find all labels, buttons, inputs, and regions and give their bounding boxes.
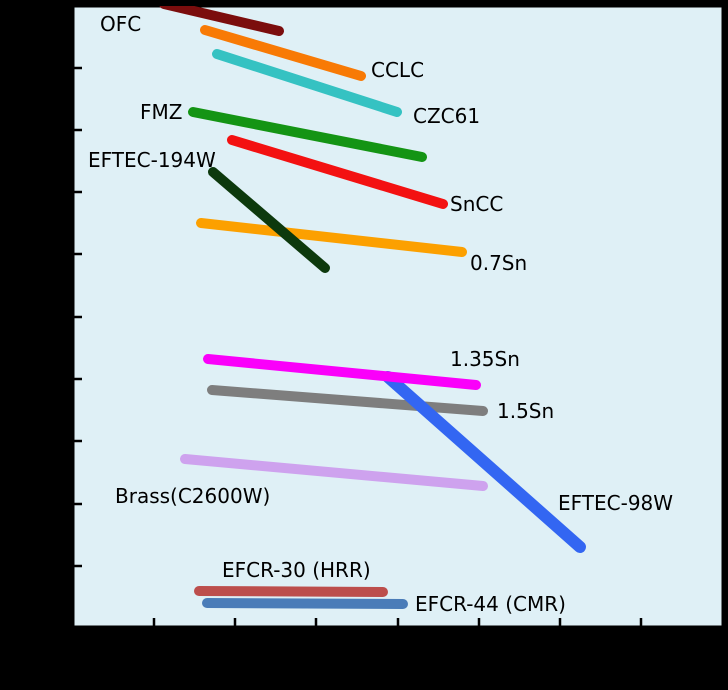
label-eftec194w: EFTEC-194W [88,148,216,172]
label-sncc: SnCC [450,192,503,216]
label-fmz: FMZ [140,100,182,124]
segment-fmz [188,107,427,162]
segment-sn07 [196,218,467,257]
segment-eftec98w [382,371,586,553]
label-ofc: OFC [100,12,141,36]
segment-ofc [159,6,284,36]
segment-czc61 [212,49,402,117]
segment-efcr44 [202,598,408,609]
label-sn15: 1.5Sn [497,399,554,423]
label-efcr30: EFCR-30 (HRR) [222,558,371,582]
label-eftec98w: EFTEC-98W [558,491,673,515]
segment-sn15 [207,385,488,416]
series-labels: OFC CCLC CZC61 FMZ SnCC 0.7Sn EFTEC-194W 1.5Sn B… [88,12,673,616]
segment-cclc [200,25,366,81]
axis-ticks [71,66,643,629]
segment-sncc [227,135,448,209]
label-cclc: CCLC [371,58,424,82]
label-sn07: 0.7Sn [470,251,527,275]
segment-efcr30 [194,586,388,597]
series-segments [159,6,586,609]
label-sn135: 1.35Sn [450,347,520,371]
label-brass: Brass(C2600W) [115,484,270,508]
segment-eftec194w [208,167,330,273]
segment-brass [180,454,488,491]
label-efcr44: EFCR-44 (CMR) [415,592,566,616]
segment-sn135 [203,354,481,390]
label-czc61: CZC61 [413,104,480,128]
